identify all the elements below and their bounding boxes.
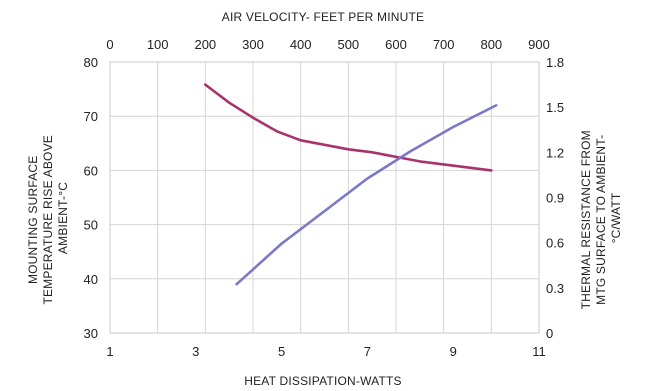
bottom-axis-tick-label: 7 bbox=[364, 344, 371, 359]
bottom-axis-ticks: 1 3 5 7 9 11 bbox=[106, 344, 545, 359]
top-axis-tick-label: 600 bbox=[385, 37, 407, 52]
top-axis-tick-label: 300 bbox=[242, 37, 264, 52]
series-line-2 bbox=[235, 104, 498, 286]
right-axis-title-line-1: THERMAL RESISTANCE FROM bbox=[579, 130, 593, 309]
right-axis-ticks: 0 0.3 0.6 0.9 1.2 1.5 1.8 bbox=[546, 55, 564, 341]
left-axis-tick-label: 30 bbox=[84, 326, 98, 341]
top-axis-tick-label: 500 bbox=[337, 37, 359, 52]
top-axis-tick-label: 400 bbox=[290, 37, 312, 52]
left-axis-title-line-3: AMBIENT-°C bbox=[56, 182, 70, 254]
bottom-axis-title: HEAT DISSIPATION-WATTS bbox=[244, 374, 402, 388]
bottom-axis-tick-label: 1 bbox=[106, 344, 113, 359]
top-axis-tick-label: 700 bbox=[433, 37, 455, 52]
bottom-axis-tick-label: 5 bbox=[278, 344, 285, 359]
bottom-axis-tick-label: 11 bbox=[532, 344, 546, 359]
right-axis-tick-label: 0.9 bbox=[546, 191, 564, 206]
right-axis-title-line-3: °C/WATT bbox=[609, 192, 623, 243]
left-axis-title-line-1: MOUNTING SURFACE bbox=[26, 156, 40, 285]
bottom-axis-tick-label: 9 bbox=[450, 344, 457, 359]
right-axis-title: THERMAL RESISTANCE FROM MTG SURFACE TO A… bbox=[579, 127, 623, 310]
left-axis-tick-label: 50 bbox=[84, 218, 98, 233]
bottom-axis-tick-label: 3 bbox=[192, 344, 199, 359]
right-axis-tick-label: 0.6 bbox=[546, 236, 564, 251]
grid bbox=[109, 61, 540, 334]
right-axis-tick-label: 1.8 bbox=[546, 55, 564, 70]
right-axis-tick-label: 1.5 bbox=[546, 100, 564, 115]
right-axis-title-line-2: MTG SURFACE TO AMBIENT- bbox=[594, 135, 608, 305]
left-axis-tick-label: 40 bbox=[84, 272, 98, 287]
series-line-1 bbox=[204, 83, 493, 172]
top-axis-title: AIR VELOCITY- FEET PER MINUTE bbox=[222, 10, 425, 24]
top-axis-ticks: 0 100 200 300 400 500 600 700 800 900 bbox=[106, 37, 549, 52]
left-axis-tick-label: 70 bbox=[84, 109, 98, 124]
series-group bbox=[204, 83, 498, 286]
right-axis-tick-label: 1.2 bbox=[546, 145, 564, 160]
right-axis-tick-label: 0.3 bbox=[546, 281, 564, 296]
top-axis-tick-label: 200 bbox=[194, 37, 216, 52]
left-axis-ticks: 30 40 50 60 70 80 bbox=[84, 55, 98, 341]
top-axis-tick-label: 800 bbox=[480, 37, 502, 52]
left-axis-tick-label: 80 bbox=[84, 55, 98, 70]
plot-frame bbox=[109, 61, 540, 334]
top-axis-tick-label: 0 bbox=[106, 37, 113, 52]
top-axis-tick-label: 900 bbox=[528, 37, 550, 52]
right-axis-tick-label: 0 bbox=[546, 326, 553, 341]
left-axis-title: MOUNTING SURFACE TEMPERATURE RISE ABOVE … bbox=[26, 131, 70, 304]
left-axis-title-line-2: TEMPERATURE RISE ABOVE bbox=[41, 135, 55, 305]
top-axis-tick-label: 100 bbox=[147, 37, 169, 52]
left-axis-tick-label: 60 bbox=[84, 163, 98, 178]
